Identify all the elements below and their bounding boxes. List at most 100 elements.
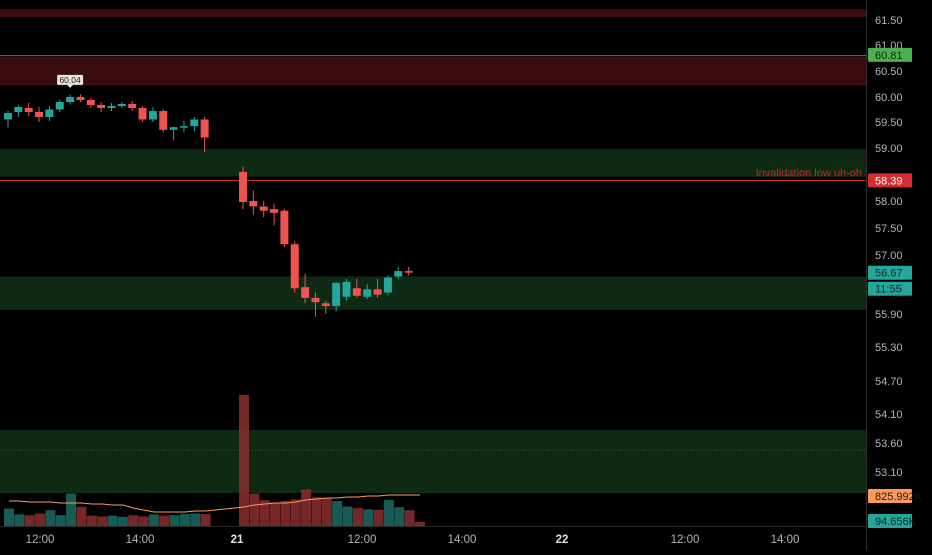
- price-line-badge-bg: [868, 173, 912, 188]
- volume-bar: [169, 515, 180, 526]
- time-tick-label: 12:00: [348, 534, 377, 546]
- candle-body: [249, 201, 258, 207]
- candle[interactable]: [97, 102, 106, 112]
- candle[interactable]: [404, 266, 413, 276]
- volume-bar: [66, 493, 77, 526]
- supply-demand-zones: [0, 9, 866, 493]
- time-tick-label: 14:00: [771, 534, 800, 546]
- price-tick-label: 53.10: [875, 467, 903, 479]
- candle-body: [301, 287, 310, 298]
- volume-bar: [404, 510, 415, 526]
- candle[interactable]: [259, 201, 268, 218]
- candle[interactable]: [342, 279, 351, 301]
- candle[interactable]: [117, 102, 126, 108]
- candle[interactable]: [55, 99, 64, 113]
- time-tick-label: 12:00: [671, 534, 700, 546]
- volume-bar: [414, 521, 425, 526]
- volume-bar: [280, 501, 291, 526]
- annotations: 60.04 Invalidation low uh-oh: [57, 74, 862, 179]
- candle[interactable]: [4, 111, 12, 128]
- volume-bar: [159, 515, 170, 526]
- volume-bar: [352, 508, 363, 526]
- candle[interactable]: [270, 203, 279, 226]
- price-lines: [0, 55, 866, 181]
- candle[interactable]: [311, 292, 320, 317]
- candle[interactable]: [363, 284, 372, 299]
- candle[interactable]: [76, 94, 85, 102]
- candle[interactable]: [321, 300, 330, 314]
- price-axis[interactable]: 61.5061.0060.5060.0059.5059.0058.0057.50…: [866, 0, 932, 550]
- price-line-badge-bg: [868, 47, 912, 62]
- candle[interactable]: [301, 273, 310, 304]
- volume-bar: [35, 513, 46, 526]
- candle[interactable]: [138, 106, 147, 122]
- candle[interactable]: [332, 281, 341, 312]
- volume-bar: [321, 498, 332, 526]
- candle-body: [321, 303, 330, 306]
- candle[interactable]: [373, 279, 382, 298]
- price-tick-label: 57.00: [875, 250, 903, 262]
- candle-body: [24, 108, 33, 112]
- candle[interactable]: [107, 103, 116, 111]
- candle[interactable]: [383, 275, 392, 296]
- price-tick-label: 54.10: [875, 409, 903, 421]
- volume-bar: [383, 499, 394, 526]
- countdown-badge: 11:55: [875, 284, 902, 296]
- volume-bar: [45, 510, 56, 526]
- candle[interactable]: [190, 117, 199, 132]
- last-price-badge: 56.67: [875, 268, 903, 280]
- last-price-badge-bg: [868, 265, 912, 280]
- candle-body: [383, 277, 392, 293]
- candle[interactable]: [179, 121, 188, 133]
- candle[interactable]: [290, 241, 299, 293]
- candle[interactable]: [24, 103, 33, 116]
- candle[interactable]: [169, 126, 178, 141]
- time-axis-background: [0, 526, 866, 550]
- candle[interactable]: [159, 109, 168, 133]
- candle[interactable]: [394, 266, 403, 280]
- candle[interactable]: [66, 94, 75, 105]
- candle-body: [169, 127, 178, 130]
- candle[interactable]: [280, 208, 289, 247]
- candle[interactable]: [148, 107, 157, 122]
- candle-body: [373, 289, 382, 295]
- candles[interactable]: [4, 94, 413, 317]
- volume-ma-badge-bg: [868, 489, 912, 503]
- candle[interactable]: [352, 279, 361, 298]
- volume-bar: [128, 515, 139, 526]
- high-marker-label: 60.04: [59, 75, 81, 85]
- candle[interactable]: [200, 117, 209, 153]
- candle[interactable]: [45, 106, 54, 121]
- volume-bar: [4, 508, 14, 526]
- price-tick-label: 60.50: [875, 66, 903, 78]
- candle-body: [35, 112, 44, 117]
- candle[interactable]: [249, 190, 258, 215]
- candle-body: [342, 281, 351, 297]
- candle-body: [311, 297, 320, 303]
- candle-body: [117, 104, 126, 106]
- volume-bar: [190, 513, 201, 526]
- candle[interactable]: [239, 166, 247, 210]
- candle[interactable]: [86, 98, 95, 108]
- price-tick-label: 59.50: [875, 117, 903, 129]
- volume-bar: [117, 516, 128, 526]
- volume-bar: [97, 516, 108, 526]
- price-tick-label: 55.30: [875, 342, 903, 354]
- candle[interactable]: [128, 101, 137, 111]
- candle-body: [290, 244, 299, 289]
- candle-body: [270, 209, 279, 213]
- candle[interactable]: [35, 107, 44, 122]
- candle-body: [4, 113, 12, 120]
- demand-zone: [0, 149, 866, 177]
- candle-body: [404, 271, 413, 273]
- volume-bar: [301, 489, 312, 526]
- price-tick-label: 61.50: [875, 15, 903, 27]
- volume-bar: [373, 509, 384, 526]
- candle-body: [45, 109, 54, 117]
- candle[interactable]: [14, 104, 23, 118]
- time-axis[interactable]: 12:00 14:00 21 12:00 14:00 22 12:00 14:00: [0, 526, 866, 550]
- volume-ma-badge: 825.992K: [875, 491, 923, 503]
- volume-bar: [138, 516, 149, 526]
